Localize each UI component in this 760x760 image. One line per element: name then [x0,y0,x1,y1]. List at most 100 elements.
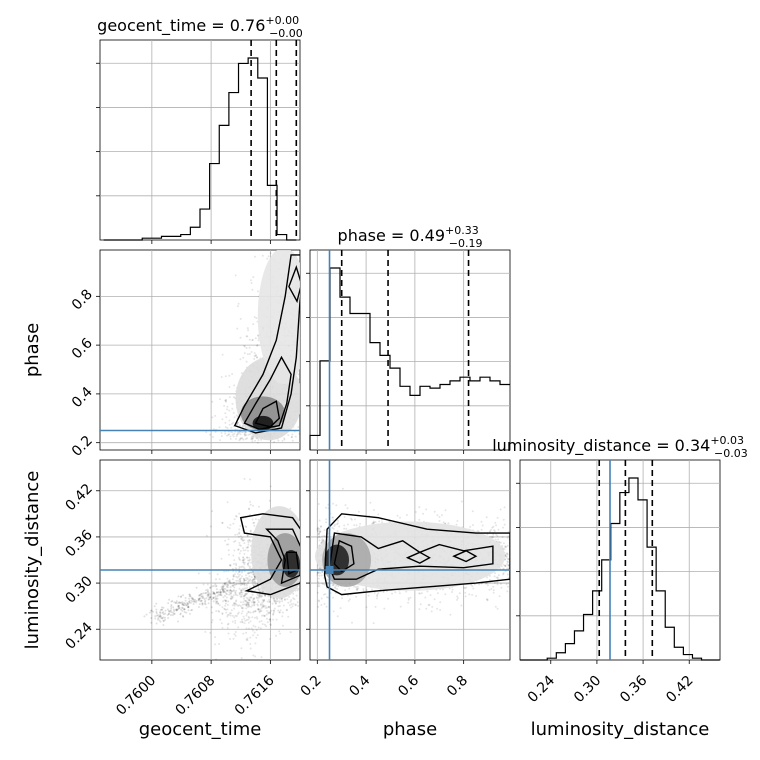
sample-point [226,583,229,586]
sample-point [222,591,225,594]
sample-point [430,610,433,613]
sample-point [298,251,300,254]
sample-point [238,591,241,594]
sample-point [177,604,180,607]
sample-point [193,600,196,603]
sample-point [464,591,467,594]
sample-point [238,512,241,515]
sample-point [240,606,243,609]
sample-point [248,508,251,511]
sample-point [306,266,308,268]
sample-point [182,615,185,618]
sample-point [225,416,228,419]
sample-point [365,606,368,609]
sample-point [287,615,290,618]
sample-point [258,593,260,596]
sample-point [306,290,308,292]
sample-point [471,593,474,596]
sample-point [149,609,152,612]
sample-point [306,254,308,256]
sample-point [323,529,326,531]
sample-point [304,299,306,301]
sample-point [306,560,308,562]
sample-point [261,601,264,604]
sample-point [321,540,324,542]
sample-point [302,393,304,395]
sample-point [306,286,308,288]
sample-point [254,518,257,521]
sample-point [256,344,259,346]
sample-point [317,527,320,530]
sample-point [245,638,248,641]
sample-point [233,518,236,521]
sample-point [306,257,308,259]
sample-point [376,593,379,596]
sample-point [157,614,160,617]
sample-point [239,621,242,624]
sample-point [306,249,308,251]
sample-point [192,598,195,601]
sample-point [234,274,237,277]
sample-point [275,634,277,637]
sample-point [225,611,228,614]
sample-point [164,616,166,619]
sample-point [464,587,466,590]
sample-point [317,530,319,533]
sample-point [306,325,308,327]
sample-point [242,580,245,583]
sample-point [248,586,251,589]
sample-point [198,598,201,601]
sample-point [177,605,180,608]
sample-point [303,564,305,566]
sample-point [251,339,254,342]
sample-point [488,574,491,577]
sample-point [306,356,308,358]
sample-point [306,259,308,261]
sample-point [207,590,209,593]
sample-point [283,438,286,441]
sample-point [405,590,408,593]
sample-point [158,615,161,618]
sample-point [246,612,249,615]
sample-point [497,528,500,531]
sample-point [367,594,370,597]
sample-point [210,598,213,601]
sample-point [278,600,281,603]
sample-point [228,612,231,615]
sample-point [238,424,241,426]
sample-point [225,400,227,403]
sample-point [306,339,308,341]
sample-point [227,553,230,556]
sample-point [247,615,250,618]
sample-point [234,634,237,637]
sample-point [306,553,308,555]
sample-point [268,606,271,609]
sample-point [240,657,243,660]
sample-point [242,557,245,559]
sample-point [224,412,227,415]
sample-point [166,614,169,616]
sample-point [306,379,308,381]
sample-point [149,611,151,614]
sample-point [235,562,238,565]
sample-point [192,603,195,605]
sample-point [228,423,231,426]
sample-point [229,614,232,617]
sample-point [319,525,322,528]
sample-point [253,521,256,524]
sample-point [306,318,308,320]
sample-point [239,592,241,595]
sample-point [238,573,241,576]
contour-middle [243,355,292,431]
sample-point [303,281,305,283]
sample-point [372,521,375,524]
sample-point [251,440,254,443]
sample-point [238,528,241,531]
sample-point [244,587,247,590]
sample-point [246,437,249,440]
sample-point [290,603,293,606]
sample-point [499,582,502,585]
sample-point [278,601,281,604]
sample-point [407,597,410,600]
sample-point [501,536,504,538]
